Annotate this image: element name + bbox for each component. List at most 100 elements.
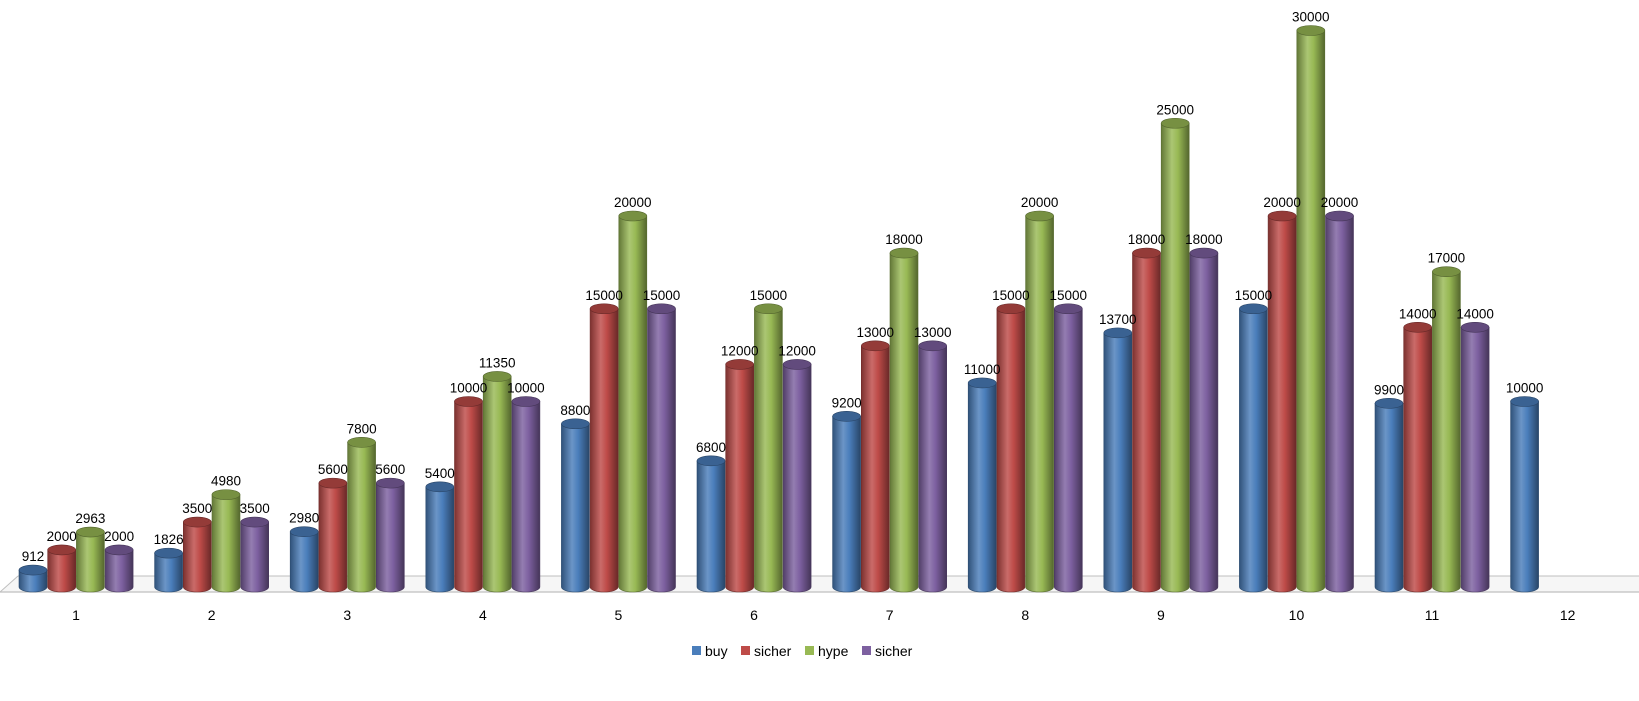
data-label-sicher-11: 14000 [1399, 306, 1437, 321]
x-tick-label-5: 5 [615, 607, 623, 623]
bar-sicher-5 [647, 303, 676, 593]
legend-swatch [741, 646, 750, 655]
bar-sicher-11 [1460, 321, 1490, 593]
legend-swatch [692, 646, 701, 655]
data-label-buy-7: 9200 [832, 395, 862, 410]
legend-swatch [805, 646, 814, 655]
x-tick-label-2: 2 [208, 607, 216, 623]
data-label-buy-5: 8800 [560, 403, 590, 418]
data-label-buy-12: 10000 [1506, 381, 1544, 396]
bar-sicher-2 [183, 516, 212, 593]
bar-sicher-1 [104, 544, 134, 593]
data-label-sicher-5: 15000 [643, 288, 681, 303]
legend-label: sicher [875, 643, 913, 659]
x-axis: 1 2 3 4 5 6 7 8 9 10 11 12 [72, 607, 1575, 623]
bar-buy-7 [832, 411, 861, 593]
bar-sicher-3 [375, 477, 405, 593]
legend-label: sicher [754, 643, 792, 659]
data-label-hype-7: 18000 [885, 232, 923, 247]
data-label-sicher-3: 5600 [318, 462, 348, 477]
data-label-sicher-7: 13000 [857, 325, 895, 340]
data-label-hype-9: 25000 [1156, 102, 1194, 117]
data-label-buy-8: 11000 [964, 362, 1001, 377]
bar-buy-2 [154, 547, 183, 593]
legend: buy sicher hype sicher [692, 643, 913, 659]
bar-sicher-9 [1189, 247, 1219, 593]
bar-hype-5 [618, 210, 648, 593]
data-label-sicher-10: 20000 [1321, 195, 1359, 210]
data-label-sicher-2: 3500 [240, 501, 270, 516]
data-label-sicher-1: 2000 [47, 529, 77, 544]
plot-area [18, 25, 1539, 593]
x-tick-label-11: 11 [1425, 607, 1440, 623]
data-label-buy-3: 2980 [289, 511, 319, 526]
data-label-sicher-1: 2000 [104, 529, 134, 544]
bar-buy-9 [1103, 327, 1133, 593]
bar-buy-3 [289, 526, 319, 593]
bar-hype-11 [1432, 266, 1461, 593]
data-label-hype-1: 2963 [75, 511, 105, 526]
x-tick-label-12: 12 [1560, 607, 1576, 623]
bar-buy-10 [1239, 303, 1268, 593]
data-label-buy-9: 13700 [1099, 312, 1137, 327]
data-label-sicher-9: 18000 [1128, 232, 1166, 247]
bar-hype-8 [1025, 210, 1054, 593]
data-label-hype-8: 20000 [1021, 195, 1059, 210]
data-label-buy-2: 1826 [154, 532, 184, 547]
data-label-sicher-8: 15000 [992, 288, 1030, 303]
data-label-hype-10: 30000 [1292, 10, 1330, 25]
data-label-buy-6: 6800 [696, 440, 726, 455]
bar-sicher-8 [996, 303, 1026, 593]
bar-buy-1 [18, 564, 48, 593]
bar-sicher-1 [47, 544, 77, 593]
x-tick-label-3: 3 [343, 607, 351, 623]
bar-hype-9 [1160, 117, 1190, 593]
x-tick-label-9: 9 [1157, 607, 1165, 623]
chart-floor [0, 575, 1639, 593]
bar-sicher-2 [240, 516, 269, 593]
x-tick-label-8: 8 [1021, 607, 1029, 623]
data-label-sicher-9: 18000 [1185, 232, 1223, 247]
bar-sicher-4 [454, 396, 483, 593]
legend-swatch [862, 646, 871, 655]
bar-hype-6 [754, 303, 783, 593]
data-label-hype-11: 17000 [1428, 251, 1466, 266]
data-label-sicher-4: 10000 [507, 381, 545, 396]
bar-sicher-11 [1403, 321, 1432, 593]
data-label-sicher-3: 5600 [375, 462, 405, 477]
data-label-sicher-4: 10000 [450, 381, 488, 396]
legend-label: hype [818, 643, 849, 659]
data-label-sicher-6: 12000 [721, 343, 759, 358]
data-label-hype-2: 4980 [211, 474, 241, 489]
data-label-hype-6: 15000 [750, 288, 788, 303]
bar-sicher-3 [318, 477, 348, 593]
x-tick-label-10: 10 [1289, 607, 1305, 623]
legend-item-3: sicher [862, 643, 913, 659]
bar-hype-3 [347, 437, 376, 593]
bar-sicher-5 [589, 303, 619, 593]
bar-sicher-10 [1267, 210, 1297, 593]
data-label-buy-1: 912 [22, 549, 45, 564]
bar-hype-4 [482, 371, 512, 593]
data-label-sicher-11: 14000 [1456, 306, 1494, 321]
bar-buy-12 [1510, 396, 1539, 593]
data-label-sicher-2: 3500 [182, 501, 212, 516]
data-label-buy-11: 9900 [1374, 382, 1404, 397]
x-tick-label-6: 6 [750, 607, 758, 623]
data-label-hype-5: 20000 [614, 195, 652, 210]
bar-buy-4 [425, 481, 455, 593]
legend-item-2: hype [805, 643, 849, 659]
bar-hype-1 [76, 526, 105, 593]
floor-side-edge [0, 575, 19, 593]
data-label-sicher-10: 20000 [1263, 195, 1301, 210]
legend-label: buy [705, 643, 728, 659]
bar-sicher-8 [1054, 303, 1083, 593]
bar-hype-10 [1296, 25, 1326, 593]
x-tick-label-7: 7 [886, 607, 894, 623]
data-label-sicher-7: 13000 [914, 325, 952, 340]
bar-buy-5 [561, 418, 590, 593]
data-label-sicher-6: 12000 [778, 343, 816, 358]
bar-hype-2 [211, 489, 241, 593]
data-label-hype-3: 7800 [347, 421, 377, 436]
